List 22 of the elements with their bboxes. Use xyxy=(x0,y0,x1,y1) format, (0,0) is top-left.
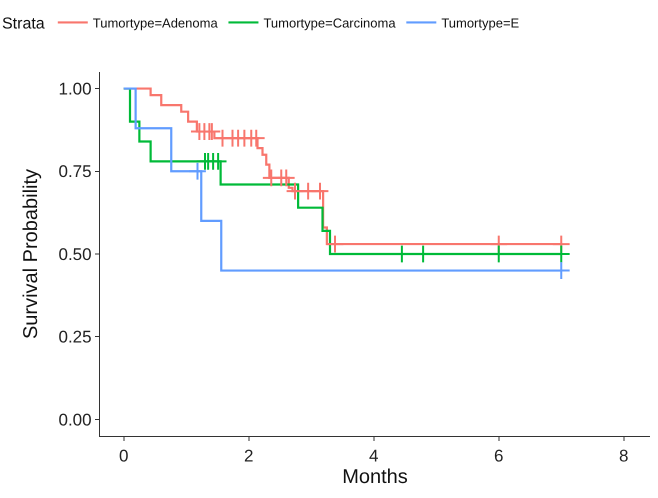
legend-label: Tumortype=Carcinoma xyxy=(263,15,396,30)
y-tick-label: 1.00 xyxy=(58,80,92,98)
legend-title: Strata xyxy=(2,15,45,32)
point xyxy=(310,182,330,201)
y-tick-label: 0.50 xyxy=(58,244,92,264)
point xyxy=(326,234,344,254)
y-axis-title: Survival Probability xyxy=(20,168,42,340)
y-tick-label: 0.25 xyxy=(58,328,92,347)
x-tick-label: 6 xyxy=(494,446,504,466)
x-tick-label: 4 xyxy=(369,446,378,466)
legend-label: Tumortype=E xyxy=(441,15,520,30)
legend-label: Tumortype=Adenoma xyxy=(92,15,218,30)
x-tick-label: 2 xyxy=(244,446,254,466)
y-tick-label: 0.75 xyxy=(58,162,92,182)
x-tick-label: 8 xyxy=(619,446,628,466)
y-tick-label: 0.00 xyxy=(58,410,92,430)
point xyxy=(246,128,266,148)
point xyxy=(188,162,207,181)
x-axis-title: Months xyxy=(342,466,408,488)
point xyxy=(276,168,296,188)
x-tick-label: 0 xyxy=(119,446,128,466)
point xyxy=(208,152,228,171)
